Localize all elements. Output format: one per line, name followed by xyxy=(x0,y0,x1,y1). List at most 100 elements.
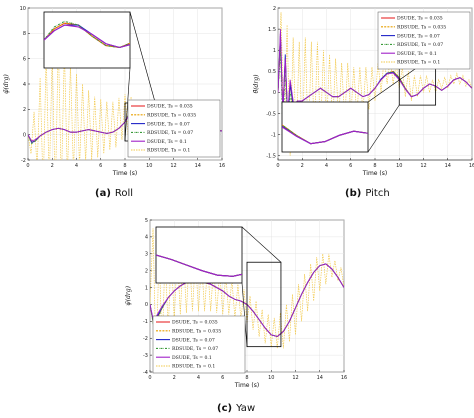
y-tick-label: 3 xyxy=(145,252,148,258)
y-axis-label: θ̃(drg) xyxy=(253,74,260,94)
legend-label: DSUDE, Ts = 0.035 xyxy=(397,16,443,22)
x-tick-label: 6 xyxy=(349,163,352,169)
y-axis-label: φ̃(drg) xyxy=(3,74,10,94)
y-tick-label: 2 xyxy=(273,6,276,12)
x-tick-label: 6 xyxy=(221,375,224,381)
y-tick-label: 0 xyxy=(273,90,276,96)
legend-label: DSUDE, Ts = 0.07 xyxy=(172,337,215,343)
x-tick-label: 14 xyxy=(195,163,201,169)
x-tick-label: 14 xyxy=(445,163,451,169)
y-tick-label: 2 xyxy=(145,268,148,274)
caption-text: Pitch xyxy=(365,188,389,199)
x-tick-label: 0 xyxy=(26,163,29,169)
legend-label: DSUDE, Ts = 0.1 xyxy=(172,355,212,361)
caption-text: Roll xyxy=(115,188,133,199)
x-tick-label: 6 xyxy=(99,163,102,169)
x-tick-label: 10 xyxy=(268,375,274,381)
y-tick-label: -2 xyxy=(143,336,148,342)
legend: DSUDE, Ts = 0.035 RDSUDE, Ts = 0.035 DSUDE… xyxy=(152,315,246,374)
y-tick-label: -3 xyxy=(143,353,148,359)
caption-label: (b) xyxy=(345,188,361,199)
y-tick-label: 1 xyxy=(145,285,148,291)
x-tick-label: 4 xyxy=(75,163,78,169)
zoom-connector xyxy=(124,67,131,142)
legend-label: RDSUDE, Ts = 0.035 xyxy=(172,329,221,335)
legend-box xyxy=(377,11,471,70)
legend: DSUDE, Ts = 0.035 RDSUDE, Ts = 0.035 DSUDE… xyxy=(377,11,471,70)
legend-label: RDSUDE, Ts = 0.07 xyxy=(397,42,443,48)
legend-label: RDSUDE, Ts = 0.07 xyxy=(172,346,218,352)
subfigure-caption: (c) Yaw xyxy=(217,403,255,414)
x-tick-label: 8 xyxy=(245,375,248,381)
series-line-5 xyxy=(150,263,344,338)
y-tick-label: -4 xyxy=(143,370,148,376)
zoom-inset xyxy=(281,101,369,153)
legend-label: DSUDE, Ts = 0.1 xyxy=(147,139,187,145)
x-tick-label: 10 xyxy=(146,163,152,169)
legend: DSUDE, Ts = 0.035 RDSUDE, Ts = 0.035 DSUDE… xyxy=(127,99,221,158)
y-tick-label: -2 xyxy=(21,158,26,164)
y-tick-label: -1 xyxy=(143,319,148,325)
x-tick-label: 16 xyxy=(219,163,225,169)
legend-label: DSUDE, Ts = 0.035 xyxy=(172,320,218,326)
x-axis-label: Time (s) xyxy=(362,170,387,177)
zoom-connector xyxy=(367,104,400,153)
caption-label: (c) xyxy=(217,403,232,414)
y-axis-label: ψ̃(drg) xyxy=(125,285,132,306)
chart-pitch: 0 2 4 6 8 10 12 14 16 -1.5 -1 -0.5 0 0.5 1 1.5 2 DSUDE, T… xyxy=(253,6,474,199)
inset-frame xyxy=(155,226,243,284)
y-tick-label: 0 xyxy=(23,132,26,138)
zoom-inset xyxy=(155,226,243,284)
caption-text: Yaw xyxy=(235,403,255,414)
y-tick-label: -1 xyxy=(271,132,276,138)
legend-label: RDSUDE, Ts = 0.035 xyxy=(147,113,196,119)
x-tick-label: 2 xyxy=(301,163,304,169)
legend-label: DSUDE, Ts = 0.07 xyxy=(397,33,440,39)
y-tick-label: 0 xyxy=(145,302,148,308)
x-tick-label: 8 xyxy=(123,163,126,169)
x-tick-label: 2 xyxy=(173,375,176,381)
legend-label: RDSUDE, Ts = 0.07 xyxy=(147,130,193,136)
y-tick-label: 10 xyxy=(20,6,26,12)
legend-label: DSUDE, Ts = 0.035 xyxy=(147,104,193,110)
y-tick-label: 0.5 xyxy=(268,69,276,75)
y-tick-label: 1.5 xyxy=(268,27,276,33)
x-axis-label: Time (s) xyxy=(112,170,137,177)
inset-series-line-5 xyxy=(282,126,368,145)
x-tick-label: 12 xyxy=(170,163,176,169)
x-tick-label: 4 xyxy=(325,163,328,169)
x-tick-label: 4 xyxy=(197,375,200,381)
y-tick-label: -0.5 xyxy=(266,111,276,117)
series-line-6 xyxy=(28,39,222,160)
x-tick-label: 8 xyxy=(373,163,376,169)
x-tick-label: 16 xyxy=(341,375,347,381)
x-tick-label: 10 xyxy=(396,163,402,169)
legend-label: RDSUDE, Ts = 0.1 xyxy=(172,364,215,370)
zoom-inset xyxy=(43,11,131,69)
inset-frame xyxy=(281,101,369,153)
x-tick-label: 2 xyxy=(51,163,54,169)
subfigure-caption: (a) Roll xyxy=(95,188,133,199)
y-tick-label: 6 xyxy=(23,56,26,62)
x-tick-label: 0 xyxy=(276,163,279,169)
y-tick-label: 2 xyxy=(23,107,26,113)
x-tick-label: 14 xyxy=(317,375,323,381)
x-tick-label: 12 xyxy=(420,163,426,169)
zoom-connector xyxy=(129,11,156,104)
legend-label: DSUDE, Ts = 0.07 xyxy=(147,121,190,127)
inset-series-line-5 xyxy=(44,24,130,49)
legend-label: RDSUDE, Ts = 0.1 xyxy=(147,148,190,154)
zoom-connector xyxy=(241,282,248,347)
y-tick-label: 4 xyxy=(23,82,26,88)
y-tick-label: 5 xyxy=(145,218,148,224)
caption-label: (a) xyxy=(95,188,111,199)
inset-series-line-4 xyxy=(44,20,130,49)
y-tick-label: 1 xyxy=(273,48,276,54)
y-tick-label: 8 xyxy=(23,31,26,37)
x-tick-label: 12 xyxy=(292,375,298,381)
subfigure-caption: (b) Pitch xyxy=(345,188,390,199)
y-tick-label: -1.5 xyxy=(266,154,276,160)
y-tick-label: 4 xyxy=(145,235,148,241)
zoom-connector xyxy=(241,226,282,263)
